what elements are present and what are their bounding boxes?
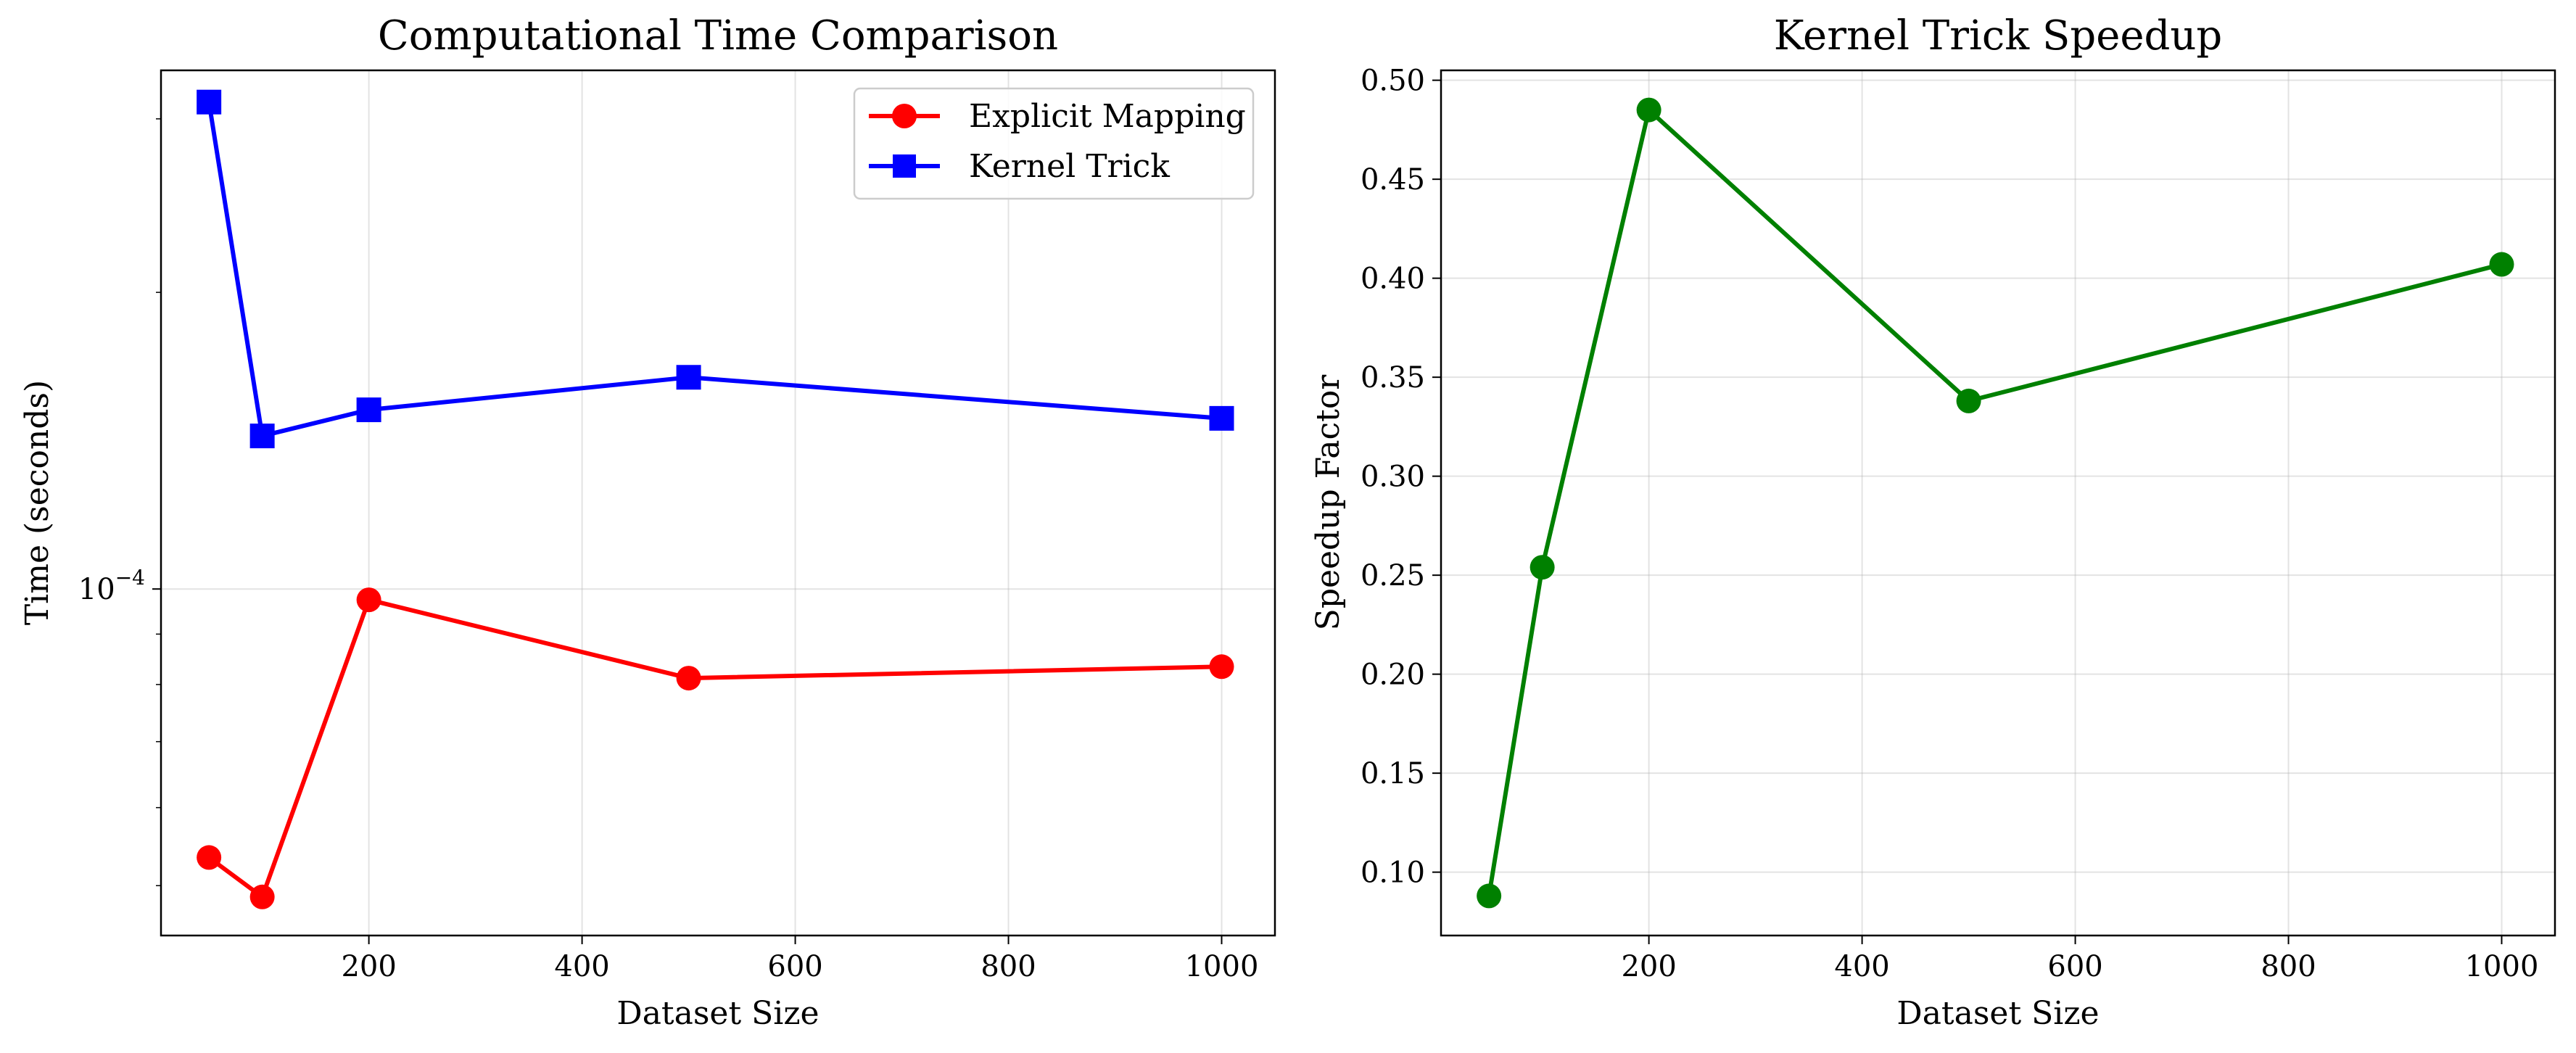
time-chart-title: Computational Time Comparison <box>378 12 1058 59</box>
time-y-axis-label: Time (seconds) <box>19 380 56 625</box>
time-series <box>197 89 1234 909</box>
kernel-trick-point <box>676 365 701 390</box>
x-tick-label: 1000 <box>1185 950 1259 983</box>
x-tick-label: 800 <box>981 950 1036 983</box>
speedup-point <box>2489 252 2514 277</box>
explicit-mapping-point <box>1209 654 1234 680</box>
x-tick-label: 1000 <box>2465 950 2539 983</box>
y-tick-label: 0.30 <box>1361 461 1425 494</box>
time-ticks: 200 400 600 800 1000 10−4 <box>78 118 1259 983</box>
y-tick-label: 0.40 <box>1361 263 1425 296</box>
time-legend: Explicit Mapping Kernel Trick <box>853 87 1255 200</box>
speedup-x-axis-label: Dataset Size <box>1896 995 2099 1032</box>
x-tick-label: 200 <box>341 950 396 983</box>
time-plot-frame <box>160 69 1276 937</box>
legend-marker-kernel-trick <box>893 154 916 178</box>
legend-frame <box>853 87 1255 200</box>
speedup-y-axis-label: Speedup Factor <box>1310 374 1347 631</box>
x-tick-label: 600 <box>767 950 822 983</box>
y-tick-label: 0.45 <box>1361 163 1425 197</box>
speedup-panel: 200 400 600 800 1000 0.10 0.15 0.20 0.25 0.30 0.35… <box>1310 12 2556 1032</box>
y-tick-label: 0.25 <box>1361 559 1425 592</box>
speedup-point <box>1477 883 1502 909</box>
speedup-ticks: 200 400 600 800 1000 0.10 0.15 0.20 0.25 0.30 0.35… <box>1361 65 2538 983</box>
legend-marker-explicit-mapping <box>892 104 917 128</box>
x-tick-label: 400 <box>1834 950 1889 983</box>
y-tick-label: 0.20 <box>1361 658 1425 692</box>
explicit-mapping-point <box>197 845 222 870</box>
x-tick-label: 800 <box>2261 950 2316 983</box>
speedup-point <box>1530 555 1555 580</box>
legend-label-kernel-trick: Kernel Trick <box>969 148 1170 185</box>
speedup-chart-title: Kernel Trick Speedup <box>1774 12 2223 59</box>
kernel-trick-point <box>197 89 222 115</box>
speedup-point <box>1636 97 1661 123</box>
speedup-plot-frame <box>1440 69 2556 937</box>
y-tick-label: 0.35 <box>1361 361 1425 395</box>
explicit-mapping-point <box>249 884 275 909</box>
y-tick-label: 0.10 <box>1361 856 1425 890</box>
speedup-point <box>1956 388 1981 413</box>
x-tick-label: 600 <box>2047 950 2102 983</box>
y-tick-label: 0.15 <box>1361 757 1425 790</box>
kernel-trick-point <box>249 424 275 449</box>
x-tick-label: 200 <box>1621 950 1676 983</box>
x-tick-label: 400 <box>554 950 609 983</box>
time-grid <box>161 70 1275 936</box>
kernel-trick-point <box>356 397 381 423</box>
time-x-axis-label: Dataset Size <box>616 995 819 1032</box>
y-tick-label: 0.50 <box>1361 65 1425 98</box>
explicit-mapping-point <box>676 666 701 691</box>
time-comparison-panel: 200 400 600 800 1000 10−4 Computational Time … <box>19 12 1276 1032</box>
legend-label-explicit-mapping: Explicit Mapping <box>969 98 1246 135</box>
speedup-grid <box>1441 70 2555 936</box>
y-tick-exponent: −4 <box>115 566 145 590</box>
kernel-trick-point <box>1209 405 1234 431</box>
explicit-mapping-point <box>356 587 381 613</box>
speedup-series <box>1477 97 2514 909</box>
y-tick-label: 10−4 <box>78 566 145 606</box>
